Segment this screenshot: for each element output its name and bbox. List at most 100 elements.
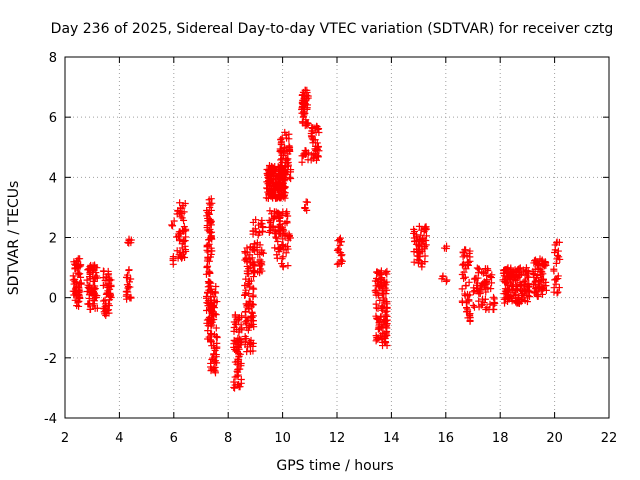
data-point <box>168 222 176 230</box>
data-point <box>553 238 561 246</box>
data-point <box>372 291 380 299</box>
data-point <box>279 263 287 271</box>
data-point <box>265 171 273 179</box>
data-point <box>417 226 425 234</box>
data-point <box>514 286 522 294</box>
data-point <box>245 322 253 330</box>
data-point <box>523 298 531 306</box>
data-point <box>182 225 190 233</box>
data-point <box>278 174 286 182</box>
data-point <box>302 151 310 159</box>
data-point <box>501 299 509 307</box>
data-point <box>490 295 498 303</box>
data-point <box>173 247 181 255</box>
data-point <box>178 244 186 252</box>
data-point <box>204 254 212 262</box>
data-point <box>233 372 241 380</box>
data-point <box>553 289 561 297</box>
data-point <box>418 247 426 255</box>
data-point <box>282 168 290 176</box>
data-point <box>83 276 91 284</box>
data-point <box>381 338 389 346</box>
data-point <box>464 261 472 269</box>
data-point <box>233 381 241 389</box>
data-point <box>105 309 113 317</box>
data-point <box>414 236 422 244</box>
data-point <box>462 246 470 254</box>
x-tick-label: 14 <box>383 431 400 446</box>
data-point <box>276 147 284 155</box>
data-point <box>299 102 307 110</box>
data-point <box>125 237 133 245</box>
data-point <box>276 217 284 225</box>
data-point <box>102 273 110 281</box>
data-point <box>241 291 249 299</box>
data-point <box>90 297 98 305</box>
data-point <box>505 293 513 301</box>
data-point <box>127 275 135 283</box>
data-point <box>75 302 83 310</box>
data-point <box>460 275 468 283</box>
data-point <box>241 249 249 257</box>
data-point <box>243 269 251 277</box>
data-point <box>440 244 448 252</box>
data-point <box>277 139 285 147</box>
data-point <box>333 260 341 268</box>
data-point <box>236 339 244 347</box>
data-point <box>71 296 79 304</box>
data-point <box>205 227 213 235</box>
data-point <box>422 225 430 233</box>
data-point <box>86 267 94 275</box>
data-point <box>551 276 559 284</box>
data-point <box>246 341 254 349</box>
data-point <box>181 246 189 254</box>
x-tick-label: 2 <box>61 431 69 446</box>
data-point <box>379 342 387 350</box>
data-point <box>465 278 473 286</box>
data-point <box>259 249 267 257</box>
data-point <box>250 273 258 281</box>
data-point <box>177 204 185 212</box>
data-point <box>257 265 265 273</box>
data-point <box>271 212 279 220</box>
data-point <box>415 222 423 230</box>
data-point <box>416 235 424 243</box>
data-point <box>383 327 391 335</box>
y-tick-label: 4 <box>49 171 57 186</box>
data-point <box>417 259 425 267</box>
data-point <box>210 331 218 339</box>
data-point <box>77 273 85 281</box>
data-point <box>207 338 215 346</box>
data-point <box>203 224 211 232</box>
data-point <box>483 276 491 284</box>
data-point <box>508 270 516 278</box>
x-axis-ticks: 2 4 6 8 10 12 14 16 18 20 22 <box>61 57 617 446</box>
data-point <box>371 277 379 285</box>
data-point <box>466 247 474 255</box>
data-point <box>482 288 490 296</box>
data-point <box>516 279 524 287</box>
data-point <box>478 268 486 276</box>
data-point <box>301 122 309 130</box>
data-point <box>374 305 382 313</box>
data-point <box>203 264 211 272</box>
data-point <box>286 146 294 154</box>
data-point <box>258 246 266 254</box>
data-point <box>383 321 391 329</box>
data-point <box>259 224 267 232</box>
data-point <box>176 199 184 207</box>
data-point <box>254 250 262 258</box>
data-point <box>242 275 250 283</box>
data-point <box>418 263 426 271</box>
data-point <box>298 105 306 113</box>
data-point <box>554 247 562 255</box>
data-point <box>309 125 317 133</box>
x-tick-label: 10 <box>274 431 291 446</box>
data-point <box>269 223 277 231</box>
data-point <box>532 285 540 293</box>
data-point <box>315 147 323 155</box>
data-point <box>243 301 251 309</box>
data-point <box>75 263 83 271</box>
data-point <box>373 335 381 343</box>
